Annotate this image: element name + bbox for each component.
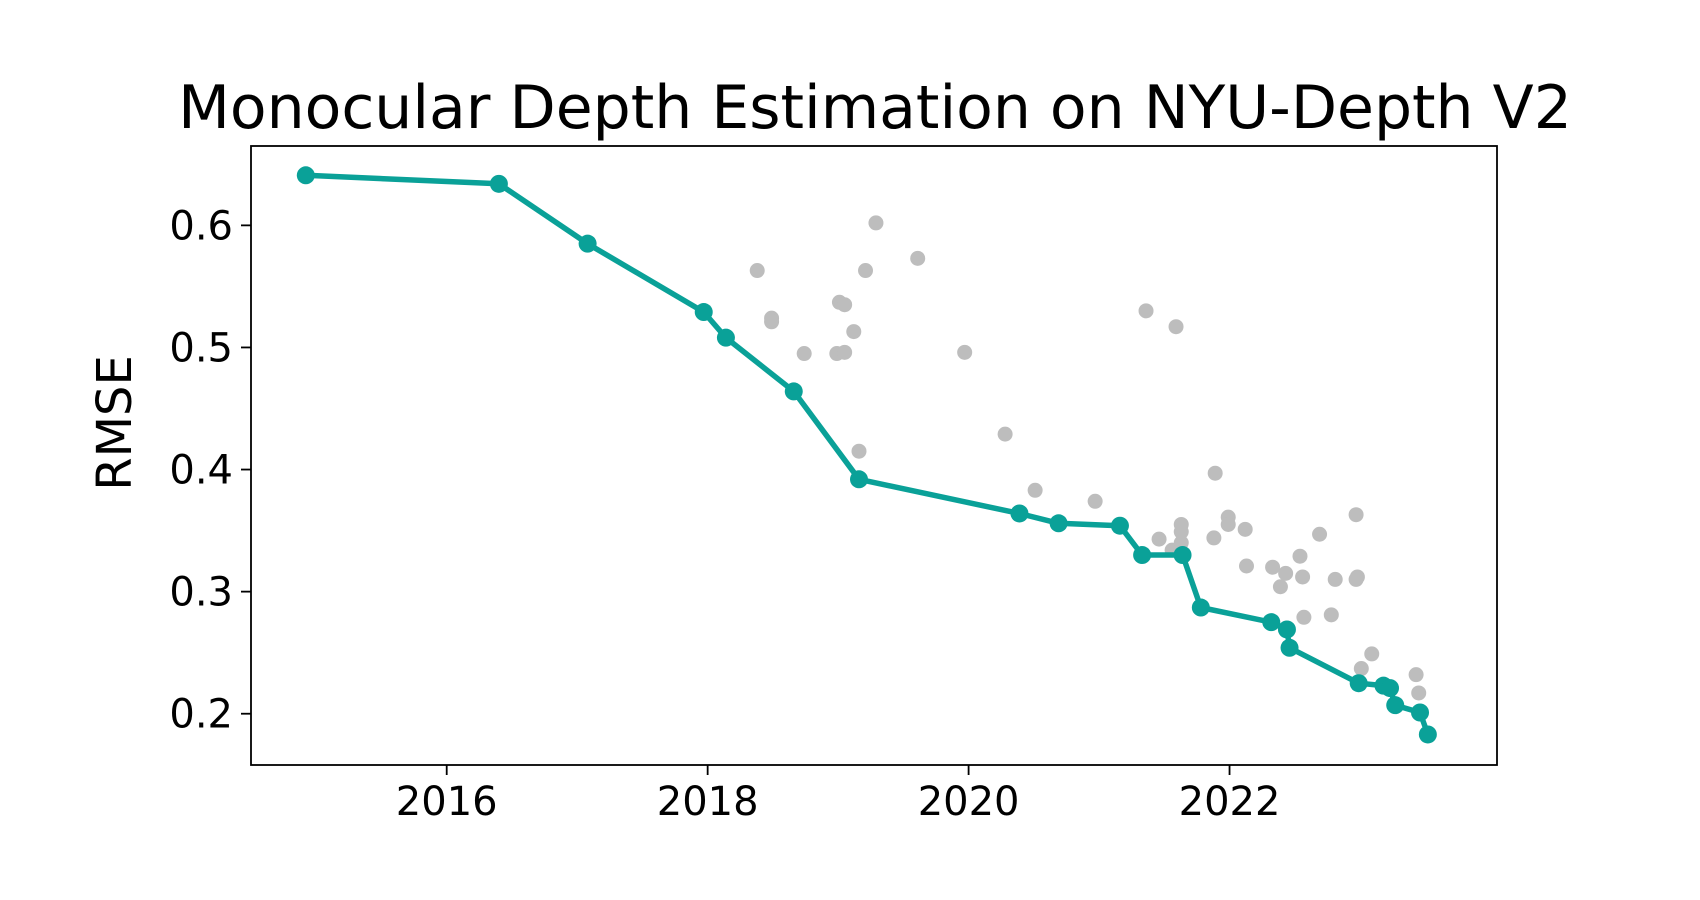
sota-point: [1277, 620, 1296, 639]
sota-point: [1418, 725, 1437, 744]
y-tick-label: 0.3: [169, 570, 233, 616]
other-result-point: [858, 263, 874, 279]
other-result-point: [846, 324, 862, 340]
sota-point: [1191, 598, 1210, 617]
sota-point: [1381, 679, 1400, 698]
other-result-point: [1168, 319, 1184, 335]
y-axis-label: RMSE: [87, 355, 143, 491]
sota-point: [784, 382, 803, 401]
y-tick-label: 0.2: [169, 692, 233, 738]
x-tick-label: 2020: [918, 779, 1020, 825]
sota-point: [296, 166, 315, 185]
other-result-point: [1220, 516, 1236, 532]
other-result-point: [837, 344, 853, 360]
other-result-point: [910, 250, 926, 266]
other-result-point: [1323, 607, 1339, 623]
other-result-point: [1207, 465, 1223, 481]
other-result-point: [1292, 548, 1308, 564]
sota-point: [1349, 674, 1368, 693]
sota-point: [849, 470, 868, 489]
sota-point: [716, 328, 735, 347]
plot-frame: [250, 145, 1498, 766]
sota-point: [578, 234, 597, 253]
other-result-point: [1353, 661, 1369, 677]
chart-title: Monocular Depth Estimation on NYU-Depth …: [178, 73, 1572, 143]
other-result-point: [1312, 526, 1328, 542]
other-result-point: [1408, 667, 1424, 683]
other-result-point: [1349, 569, 1365, 585]
y-tick-label: 0.6: [169, 203, 233, 249]
axis-ticks: 2016 2018 2020 2022 0.2 0.3 0.4 0.5 0.6: [169, 203, 1280, 825]
x-tick-label: 2016: [396, 779, 498, 825]
other-result-point: [1364, 646, 1380, 662]
y-tick-label: 0.5: [169, 325, 233, 371]
other-result-point: [1138, 303, 1154, 319]
sota-point: [1173, 546, 1192, 565]
sota-point: [1411, 703, 1430, 722]
other-result-point: [1237, 521, 1253, 537]
other-result-point: [749, 263, 765, 279]
other-result-point: [957, 344, 973, 360]
other-result-point: [796, 346, 812, 362]
sota-point: [1010, 504, 1029, 523]
other-result-point: [1087, 493, 1103, 509]
other-result-point: [1151, 531, 1167, 547]
sota-point: [1280, 638, 1299, 657]
other-result-point: [1295, 569, 1311, 585]
other-result-point: [868, 215, 884, 231]
other-result-point: [764, 314, 780, 330]
x-tick-label: 2018: [657, 779, 759, 825]
sota-point: [1262, 613, 1281, 632]
other-results-series: [749, 215, 1427, 701]
other-result-point: [1272, 579, 1288, 595]
other-result-point: [1265, 559, 1281, 575]
sota-point: [1049, 514, 1068, 533]
other-result-point: [1296, 609, 1312, 625]
sota-point: [1386, 696, 1405, 715]
other-result-point: [851, 443, 867, 459]
other-result-point: [1348, 507, 1364, 523]
y-tick-label: 0.4: [169, 448, 233, 494]
other-result-point: [1206, 530, 1222, 546]
other-result-point: [1173, 524, 1189, 540]
x-tick-label: 2022: [1179, 779, 1281, 825]
sota-point: [1110, 516, 1129, 535]
other-result-point: [997, 426, 1013, 442]
sota-point: [489, 174, 508, 193]
other-result-point: [1327, 571, 1343, 587]
other-result-point: [1238, 558, 1254, 574]
other-result-point: [837, 297, 853, 313]
other-result-point: [1027, 482, 1043, 498]
other-result-point: [1411, 685, 1427, 701]
other-result-point: [1278, 565, 1294, 581]
sota-point: [694, 303, 713, 322]
sota-line: [303, 172, 1431, 738]
sota-series: [296, 166, 1437, 744]
sota-point: [1133, 546, 1152, 565]
